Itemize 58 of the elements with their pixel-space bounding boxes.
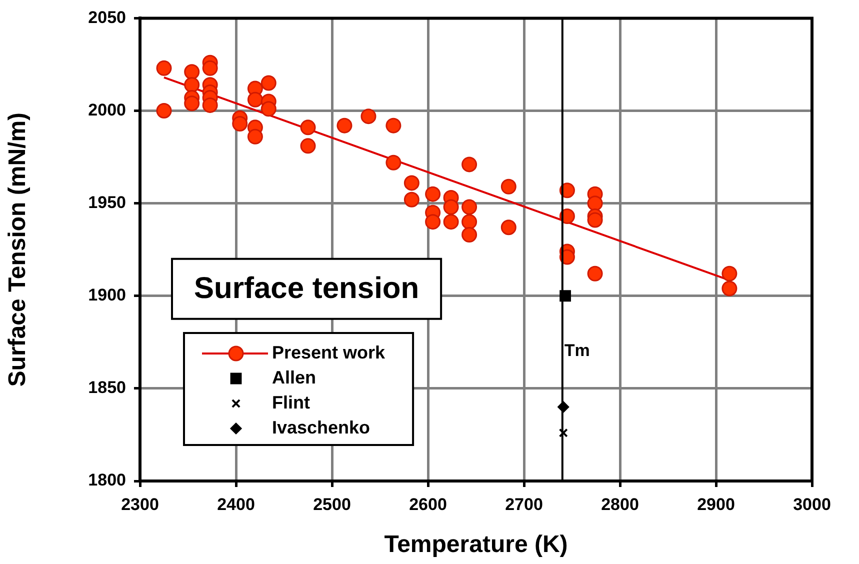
- x-tick-label: 2300: [121, 494, 159, 514]
- point: [722, 280, 738, 296]
- point: [462, 156, 478, 172]
- point: [587, 266, 603, 282]
- point: [587, 196, 603, 212]
- point: [360, 108, 376, 124]
- x-tick-label: 2700: [505, 494, 543, 514]
- point: [260, 75, 276, 91]
- point: [156, 60, 172, 76]
- point: [300, 138, 316, 154]
- y-tick-label: 1900: [88, 286, 126, 305]
- x-tick-label: 2600: [409, 494, 447, 514]
- annotation: Surface tension: [194, 272, 420, 306]
- legend-label: Flint: [272, 392, 310, 412]
- point: [404, 192, 420, 208]
- point: [156, 103, 172, 119]
- x-tick-label: 3000: [793, 494, 831, 514]
- point: [425, 214, 441, 230]
- ref-line-label: Tm: [564, 341, 590, 360]
- point: [184, 96, 200, 112]
- point: [462, 227, 478, 243]
- point: [247, 92, 263, 108]
- legend-label: Allen: [272, 367, 316, 388]
- y-axis-title: Surface Tension (mN/m): [4, 112, 32, 387]
- point: [425, 186, 441, 202]
- point: [462, 214, 478, 230]
- y-tick-label: 1800: [88, 470, 126, 490]
- x-tick-label: 2900: [697, 494, 735, 514]
- legend-label: Present work: [272, 342, 386, 362]
- y-tick-label: 1950: [88, 193, 126, 212]
- point: [587, 212, 603, 228]
- point: [336, 118, 352, 134]
- point: [500, 178, 516, 194]
- point: [184, 64, 200, 80]
- point: [260, 101, 276, 117]
- point: [386, 154, 402, 170]
- legend-label: Ivaschenko: [272, 417, 370, 438]
- point: [202, 97, 218, 113]
- point: [247, 128, 263, 144]
- y-tick-label: 2000: [88, 100, 126, 120]
- point: [232, 116, 248, 132]
- y-tick-label: 2050: [88, 8, 126, 27]
- y-tick-label: 1850: [88, 378, 126, 398]
- x-tick-label: 2400: [217, 494, 255, 514]
- point: [404, 175, 420, 191]
- point: [500, 220, 516, 236]
- x-tick-label: 2500: [313, 494, 351, 514]
- point: [722, 266, 738, 282]
- point: [443, 214, 459, 230]
- point: [300, 120, 316, 136]
- point: [202, 60, 218, 76]
- point: [462, 199, 478, 215]
- x-tick-label: 2800: [601, 494, 639, 514]
- point: [558, 428, 568, 438]
- x-axis-title: Temperature (K): [384, 531, 568, 558]
- point: [443, 199, 459, 215]
- point: [386, 118, 402, 134]
- point: [184, 77, 200, 93]
